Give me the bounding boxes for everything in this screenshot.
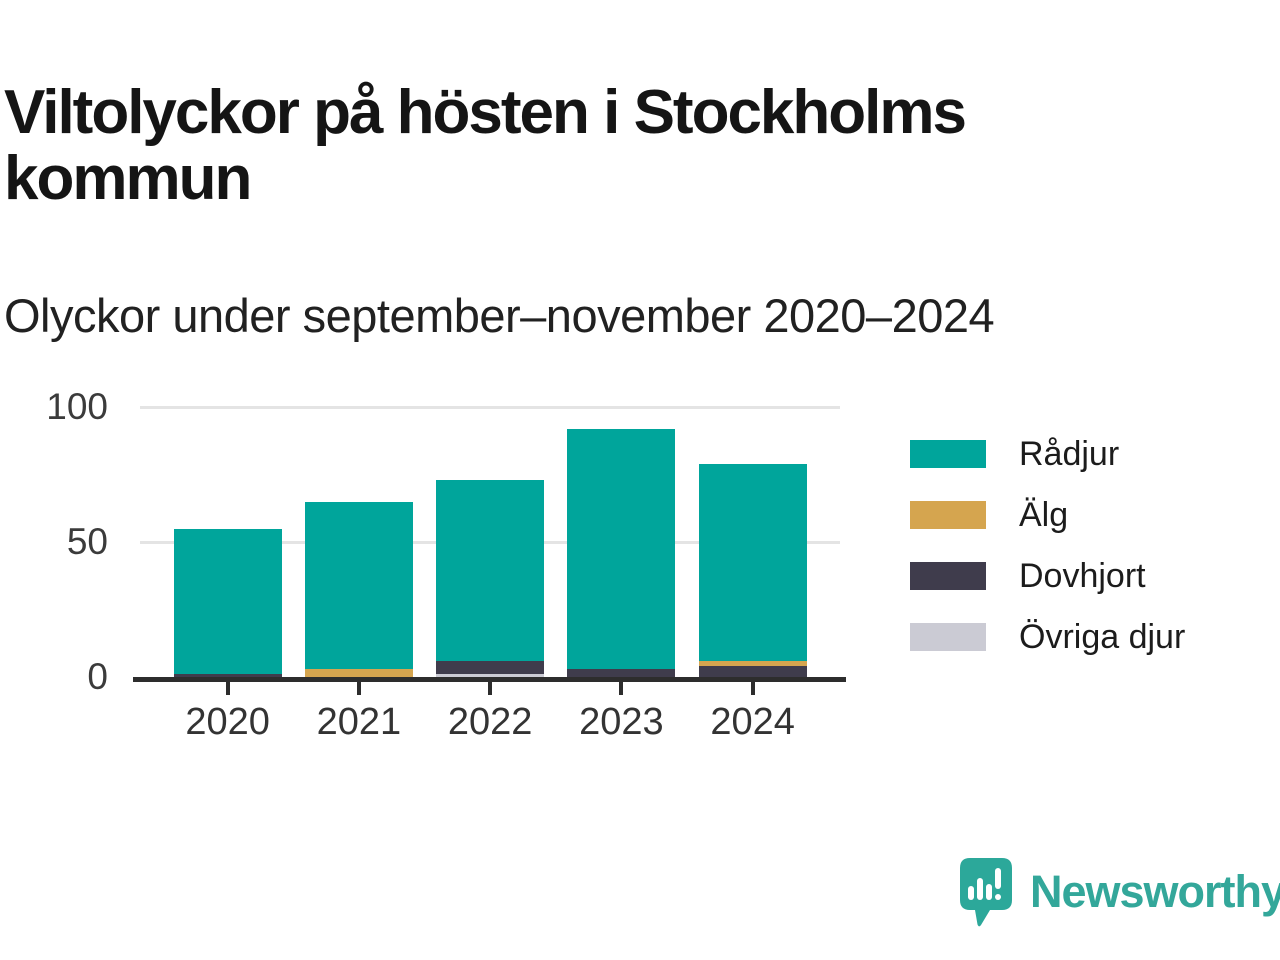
plot-area: [140, 406, 840, 677]
legend-label: Älg: [1019, 496, 1069, 534]
bar-2022-dovhjort: [436, 660, 545, 675]
legend-swatch-ovriga-djur: [910, 623, 986, 651]
legend-swatch-dovhjort: [910, 562, 986, 590]
legend-swatch-alg: [910, 501, 986, 529]
legend-swatch-radjur: [910, 440, 986, 468]
bar-2024-radjur: [698, 463, 807, 661]
x-tick-mark-2022: [488, 682, 493, 695]
x-tick-label-2024: 2024: [710, 701, 795, 743]
chart-title: Viltolyckor på hösten i Stockholms kommu…: [4, 77, 967, 214]
bar-2020-radjur: [173, 528, 282, 675]
bar-2022: [436, 479, 545, 677]
legend-item-radjur: Rådjur: [910, 434, 1185, 474]
bar-2020: [173, 528, 282, 677]
x-tick-mark-2021: [356, 682, 361, 695]
newsworthy-logo: Newsworthy: [958, 856, 1280, 928]
bar-2023-radjur: [567, 428, 676, 669]
newsworthy-logo-text: Newsworthy: [1030, 866, 1280, 917]
bar-2021-radjur: [304, 501, 413, 669]
chart-subtitle: Olyckor under september–november 2020–20…: [4, 289, 995, 342]
x-tick-label-2022: 2022: [447, 701, 533, 743]
bar-2021-alg: [304, 668, 413, 677]
bar-2023: [567, 428, 676, 677]
bar-2024: [698, 463, 807, 677]
x-tick-mark-2020: [225, 682, 230, 695]
legend: Rådjur Älg Dovhjort Övriga djur: [910, 434, 1185, 657]
x-axis-line: [133, 677, 846, 682]
legend-label: Rådjur: [1019, 435, 1120, 473]
legend-label: Övriga djur: [1019, 618, 1186, 656]
y-tick-label-0: 0: [87, 656, 108, 697]
legend-item-alg: Älg: [910, 495, 1185, 535]
x-tick-mark-2024: [750, 682, 755, 695]
bar-2023-dovhjort: [567, 668, 676, 677]
newsworthy-logo-icon: [960, 858, 1012, 927]
y-tick-label-50: 50: [66, 521, 108, 562]
x-tick-label-2020: 2020: [185, 701, 270, 743]
legend-item-dovhjort: Dovhjort: [910, 556, 1185, 596]
gridline-100: [140, 406, 840, 409]
legend-label: Dovhjort: [1019, 557, 1146, 595]
bar-2021: [304, 501, 413, 677]
x-tick-label-2023: 2023: [579, 701, 664, 743]
bar-2022-ovriga-djur: [436, 674, 545, 677]
legend-item-ovriga-djur: Övriga djur: [910, 617, 1185, 657]
y-tick-label-100: 100: [46, 386, 108, 427]
bar-2022-radjur: [436, 479, 545, 661]
bar-2024-alg: [698, 660, 807, 667]
bar-2020-dovhjort: [173, 674, 282, 677]
x-tick-mark-2023: [619, 682, 624, 695]
bar-2024-dovhjort: [698, 666, 807, 677]
x-tick-label-2021: 2021: [316, 701, 402, 743]
